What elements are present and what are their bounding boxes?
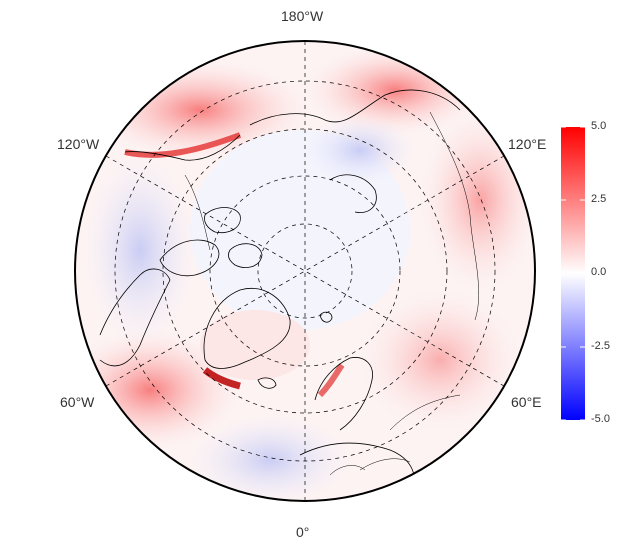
graticule [105, 41, 505, 501]
lon-label-120w: 120°W [57, 136, 100, 152]
colorbar-ticks [561, 126, 585, 421]
colorbar-tick-label: 0.0 [591, 266, 607, 278]
colorbar-tick-label: -5.0 [591, 413, 610, 425]
colorbar-tick-label: 5.0 [591, 120, 607, 132]
anomaly-field [75, 41, 535, 501]
lon-label-120e: 120°E [508, 136, 547, 152]
colorbar-tick-label: -2.5 [591, 340, 610, 352]
lon-label-0: 0° [296, 524, 310, 540]
lon-label-60w: 60°W [60, 394, 95, 410]
map-boundary [74, 40, 536, 502]
lon-label-180w: 180°W [281, 8, 324, 24]
lon-label-60e: 60°E [511, 394, 542, 410]
colorbar-tick-label: 2.5 [591, 193, 607, 205]
